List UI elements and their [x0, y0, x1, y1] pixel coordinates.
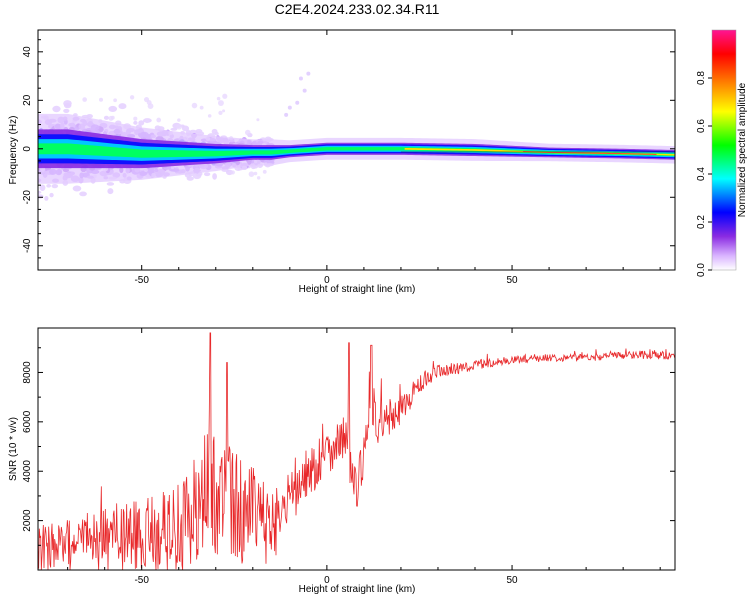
spectrogram-blob — [107, 188, 114, 195]
spectrogram-outlier — [216, 96, 221, 101]
spectrogram-x-tick-label: 50 — [506, 275, 518, 286]
spectrogram-outlier — [199, 105, 204, 110]
spectrogram-y-tick-label: 40 — [22, 46, 33, 58]
spectrogram-x-tick-label: -50 — [134, 275, 149, 286]
spectrogram-outlier — [129, 95, 135, 100]
spectrogram-blob — [108, 105, 118, 113]
colorbar-label: Normalized spectral amplitude — [737, 82, 748, 217]
spectrogram-band-red — [523, 151, 657, 155]
snr-x-tick-label: 0 — [324, 575, 330, 586]
spectrogram-outlier — [262, 169, 267, 174]
colorbar: 0.0 0.2 0.4 0.6 0.8 Normalized spectral ampl… — [696, 29, 748, 277]
spectrogram-outlier — [222, 109, 226, 113]
colorbar-ticks: 0.0 0.2 0.4 0.6 0.8 — [696, 71, 712, 277]
spectrogram-blob — [72, 185, 82, 192]
spectrogram-outlier — [133, 116, 138, 121]
spectrogram-outlier — [287, 105, 292, 110]
spectrogram-outlier — [295, 100, 300, 105]
spectrogram-blob — [118, 103, 127, 110]
snr-x-axis: -50 0 50 — [67, 328, 661, 586]
spectrogram-blob — [203, 172, 211, 177]
spectrogram-blob — [52, 105, 61, 113]
spectrogram-outlier — [248, 171, 255, 177]
snr-y-label: SNR (10 * v/v) — [8, 417, 19, 481]
spectrogram-blob — [63, 108, 70, 113]
spectrogram-blob — [106, 182, 115, 186]
spectrogram-blob — [133, 120, 138, 125]
spectrogram-x-axis: -50 0 50 — [134, 30, 661, 286]
spectrogram-blob — [103, 115, 110, 120]
spectrogram-band-green — [38, 143, 675, 158]
spectrogram-outlier — [256, 176, 261, 180]
spectrogram-outlier — [306, 71, 311, 76]
spectrogram-y-label: Frequency (Hz) — [8, 116, 19, 185]
snr-y-tick-label: 8000 — [22, 361, 33, 384]
spectrogram-outlier — [256, 118, 260, 122]
spectrogram-y-axis: 40 20 0 -20 -40 — [22, 39, 675, 259]
snr-panel: -50 0 50 2000 4000 6000 8000 Height of straig… — [8, 327, 676, 595]
spectrogram-blob — [86, 113, 93, 119]
spectrogram-blob — [39, 184, 46, 192]
snr-y-tick-label: 4000 — [22, 460, 33, 483]
snr-y-tick-label: 2000 — [22, 509, 33, 532]
spectrogram-blob — [38, 190, 42, 194]
spectrogram-outlier — [230, 170, 235, 175]
snr-x-tick-label: -50 — [134, 575, 149, 586]
snr-series — [38, 332, 675, 570]
spectrogram-blob — [211, 128, 218, 135]
spectrogram-blob — [51, 184, 59, 189]
spectrogram-outlier — [244, 129, 251, 136]
spectrogram-y-tick-label: -20 — [22, 190, 33, 205]
colorbar-tick-label: 0.6 — [696, 119, 707, 133]
spectrogram-outlier — [302, 88, 307, 93]
snr-x-label: Height of straight line (km) — [299, 584, 416, 595]
snr-y-axis: 2000 4000 6000 8000 — [22, 347, 675, 546]
spectrogram-blob — [44, 196, 49, 201]
figure-title: C2E4.2024.233.02.34.R11 — [275, 1, 440, 17]
spectrogram-outlier — [253, 171, 258, 176]
spectrogram-blob — [195, 129, 203, 134]
colorbar-tick-label: 0.2 — [696, 215, 707, 229]
spectrogram-outlier — [156, 117, 162, 123]
spectrogram-outlier — [146, 100, 152, 106]
snr-y-tick-label: 6000 — [22, 410, 33, 433]
spectrogram-outlier — [99, 97, 104, 102]
spectrogram-outlier — [298, 76, 303, 81]
spectrogram-blob — [49, 192, 54, 198]
spectrogram-blob — [63, 100, 72, 107]
spectrogram-outlier — [218, 110, 223, 116]
spectrogram-outlier — [222, 93, 228, 99]
spectrogram-outlier — [207, 114, 212, 118]
spectrogram-y-tick-label: 0 — [22, 146, 33, 152]
colorbar-tick-label: 0.4 — [696, 167, 707, 181]
snr-plot-frame — [37, 327, 676, 571]
spectrogram-outlier — [177, 118, 181, 122]
spectrogram-y-tick-label: 20 — [22, 94, 33, 106]
spectrogram-ridge — [38, 113, 675, 184]
spectrogram-plot-frame — [37, 29, 676, 271]
spectrogram-y-tick-label: -40 — [22, 238, 33, 253]
spectrogram-outlier — [113, 98, 117, 103]
spectrogram-outlier — [176, 123, 183, 130]
spectrogram-outlier — [191, 102, 198, 109]
spectrogram-outlier — [82, 97, 87, 102]
spectrogram-x-label: Height of straight line (km) — [299, 284, 416, 295]
spectrogram-outlier — [284, 112, 289, 117]
spectrogram-blob — [38, 194, 44, 199]
snr-line — [38, 332, 675, 570]
spectrogram-outlier — [144, 118, 150, 124]
spectrogram-blob — [138, 120, 145, 126]
spectrogram-blob — [46, 184, 52, 188]
spectrogram-outlier — [217, 100, 224, 107]
spectrogram-x-tick-label: 0 — [324, 275, 330, 286]
spectrogram-blob — [79, 191, 87, 197]
spectrogram-blob — [212, 173, 217, 180]
colorbar-tick-label: 0.0 — [696, 263, 707, 277]
colorbar-gradient — [712, 30, 736, 270]
spectrogram-outlier — [110, 115, 115, 120]
spectrogram-panel: -50 0 50 40 20 0 -20 -40 Height of straight li… — [8, 29, 676, 295]
colorbar-tick-label: 0.8 — [696, 71, 707, 85]
snr-x-tick-label: 50 — [506, 575, 518, 586]
